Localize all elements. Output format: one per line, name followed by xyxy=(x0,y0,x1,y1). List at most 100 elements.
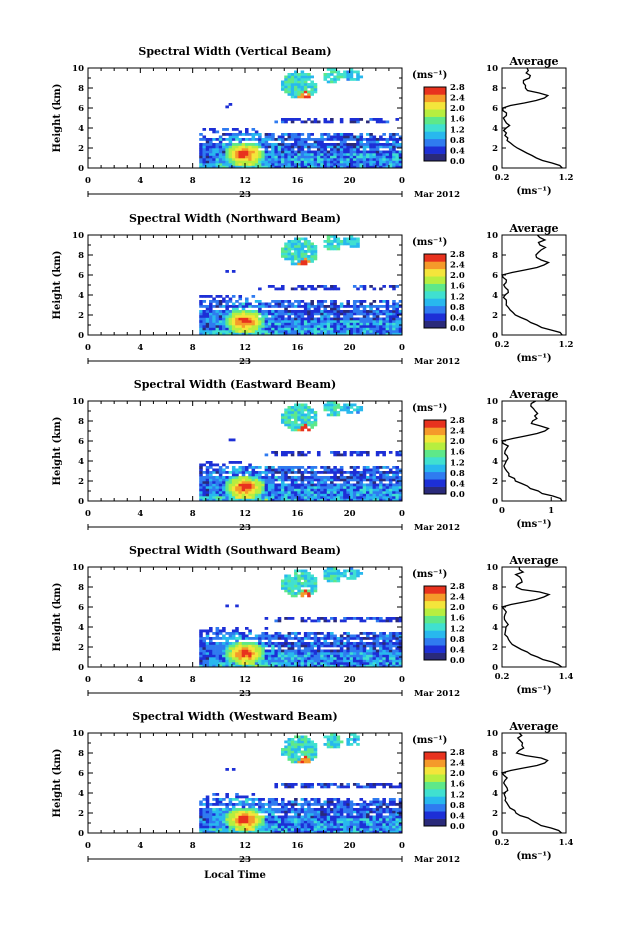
heatmap-cell xyxy=(304,813,308,816)
heatmap-cell xyxy=(337,78,341,81)
heatmap-cell xyxy=(284,585,288,588)
heatmap-cell xyxy=(314,632,318,635)
heatmap-cell xyxy=(219,481,223,484)
heatmap-cell xyxy=(392,494,396,497)
heatmap-cell xyxy=(382,320,386,323)
heatmap-cell xyxy=(199,489,203,492)
heatmap-cell xyxy=(265,821,269,824)
heatmap-cell xyxy=(209,821,213,824)
heatmap-cell xyxy=(212,808,216,811)
heatmap-cell xyxy=(219,138,223,141)
heatmap-cell xyxy=(297,660,301,663)
heatmap-cell xyxy=(281,486,285,489)
heatmap-cell xyxy=(284,476,288,479)
heatmap-cell xyxy=(225,632,229,635)
heatmap-cell xyxy=(395,635,399,638)
heatmap-cell xyxy=(379,466,383,469)
heatmap-cell xyxy=(314,253,318,256)
heatmap-cell xyxy=(307,245,311,248)
heatmap-cell xyxy=(310,592,314,595)
heatmap-cell xyxy=(363,496,367,499)
heatmap-cell xyxy=(255,655,259,658)
heatmap-cell xyxy=(225,479,229,482)
heatmap-cell xyxy=(212,816,216,819)
heatmap-cell xyxy=(395,285,399,288)
heatmap-cell xyxy=(288,416,292,419)
heatmap-cell xyxy=(324,245,328,248)
heatmap-cell xyxy=(261,826,265,829)
heatmap-cell xyxy=(310,310,314,313)
heatmap-cell xyxy=(330,303,334,306)
heatmap-cell xyxy=(284,121,288,124)
heatmap-cell xyxy=(242,138,246,141)
heatmap-cell xyxy=(382,313,386,316)
heatmap-cell xyxy=(252,828,256,831)
heatmap-cell xyxy=(238,133,242,136)
heatmap-cell xyxy=(353,662,357,665)
colorbar xyxy=(424,420,446,494)
heatmap-cell xyxy=(225,494,229,497)
heatmap-cell xyxy=(340,655,344,658)
heatmap-cell xyxy=(382,491,386,494)
heatmap-cell xyxy=(343,620,347,623)
heatmap-cell xyxy=(284,617,288,620)
heatmap-cell xyxy=(252,128,256,131)
heatmap-cell xyxy=(235,652,239,655)
heatmap-cell xyxy=(235,605,239,608)
heatmap-cell xyxy=(379,310,383,313)
heatmap-cell xyxy=(216,315,220,318)
heatmap-cell xyxy=(379,496,383,499)
heatmap-cell xyxy=(379,635,383,638)
heatmap-cell xyxy=(209,146,213,149)
heatmap-cell xyxy=(346,411,350,414)
heatmap-cell xyxy=(281,318,285,321)
heatmap-cell xyxy=(395,328,399,331)
heatmap-cell xyxy=(314,151,318,154)
heatmap-cell xyxy=(288,255,292,258)
heatmap-cell xyxy=(337,245,341,248)
heatmap-cell xyxy=(356,151,360,154)
heatmap-cell xyxy=(271,151,275,154)
heatmap-cell xyxy=(376,328,380,331)
heatmap-cell xyxy=(209,148,213,151)
heatmap-cell xyxy=(359,318,363,321)
heatmap-cell xyxy=(278,138,282,141)
heatmap-cell xyxy=(314,652,318,655)
heatmap-cell xyxy=(255,305,259,308)
heatmap-cell xyxy=(337,471,341,474)
heatmap-cell xyxy=(252,816,256,819)
heatmap-cell xyxy=(359,303,363,306)
heatmap-cell xyxy=(265,811,269,814)
heatmap-cell xyxy=(346,491,350,494)
heatmap-cell xyxy=(373,652,377,655)
heatmap-cell xyxy=(346,494,350,497)
heatmap-cell xyxy=(324,143,328,146)
heatmap-cell xyxy=(346,313,350,316)
heatmap-cell xyxy=(206,146,210,149)
heatmap-cell xyxy=(340,645,344,648)
heatmap-cell xyxy=(389,632,393,635)
heatmap-cell xyxy=(310,471,314,474)
heatmap-cell xyxy=(294,406,298,409)
heatmap-cell xyxy=(382,310,386,313)
colorbar-tick-label: 0.0 xyxy=(450,324,465,334)
heatmap-cell xyxy=(386,489,390,492)
heatmap-cell xyxy=(232,816,236,819)
heatmap-cell xyxy=(229,489,233,492)
heatmap-cell xyxy=(392,315,396,318)
heatmap-cell xyxy=(359,652,363,655)
heatmap-cell xyxy=(274,310,278,313)
heatmap-cell xyxy=(314,416,318,419)
heatmap-cell xyxy=(281,248,285,251)
heatmap-cell xyxy=(222,645,226,648)
heatmap-cell xyxy=(307,260,311,263)
heatmap-cell xyxy=(324,575,328,578)
heatmap-cell xyxy=(294,751,298,754)
heatmap-cell xyxy=(301,451,305,454)
heatmap-cell xyxy=(301,76,305,79)
heatmap-cell xyxy=(353,572,357,575)
heatmap-cell xyxy=(255,811,259,814)
heatmap-cell xyxy=(255,466,259,469)
heatmap-cell xyxy=(219,642,223,645)
heatmap-cell xyxy=(288,489,292,492)
